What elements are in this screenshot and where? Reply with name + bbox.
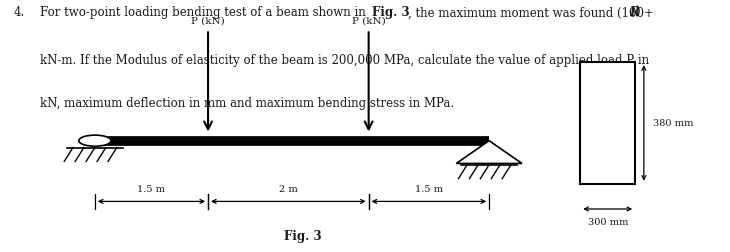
Bar: [580, 63, 635, 184]
Text: For two-point loading bending test of a beam shown in: For two-point loading bending test of a …: [40, 6, 369, 19]
Text: kN, maximum deflection in mm and maximum bending stress in MPa.: kN, maximum deflection in mm and maximum…: [40, 97, 454, 110]
Text: 1.5 m: 1.5 m: [415, 184, 443, 193]
Polygon shape: [456, 141, 522, 164]
Text: Fig. 3: Fig. 3: [284, 229, 322, 242]
Text: 380 mm: 380 mm: [653, 119, 693, 128]
Text: ): ): [636, 6, 640, 19]
Text: 1.5 m: 1.5 m: [137, 184, 166, 193]
Text: 4.: 4.: [13, 6, 24, 19]
Text: kN-m. If the Modulus of elasticity of the beam is 200,000 MPa, calculate the val: kN-m. If the Modulus of elasticity of th…: [40, 54, 649, 67]
Text: , the maximum moment was found (100+: , the maximum moment was found (100+: [409, 6, 654, 19]
Text: P (kN): P (kN): [352, 16, 385, 25]
Text: P (kN): P (kN): [191, 16, 225, 25]
Text: R: R: [629, 6, 639, 19]
Text: Fig. 3: Fig. 3: [372, 6, 410, 19]
Circle shape: [79, 136, 111, 147]
Text: 2 m: 2 m: [279, 184, 298, 193]
Text: 300 mm: 300 mm: [588, 217, 628, 226]
